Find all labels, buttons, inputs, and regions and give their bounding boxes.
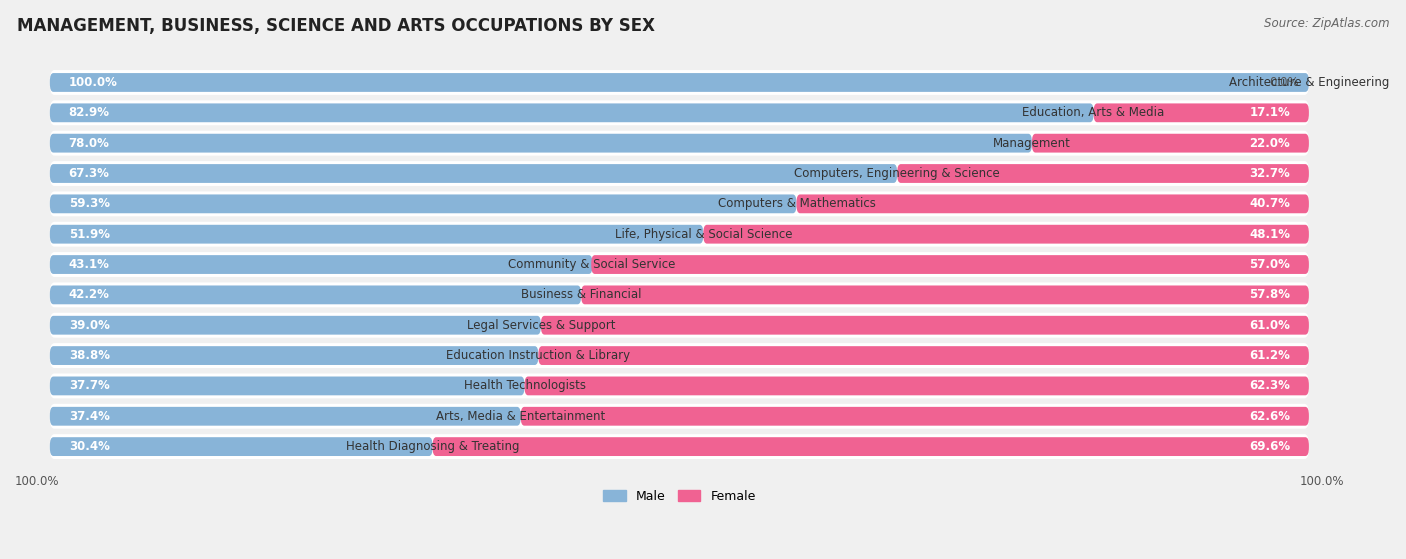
Text: 78.0%: 78.0% xyxy=(69,136,110,150)
FancyBboxPatch shape xyxy=(49,437,433,456)
Text: Computers, Engineering & Science: Computers, Engineering & Science xyxy=(794,167,1000,180)
Text: 67.3%: 67.3% xyxy=(69,167,110,180)
Text: Source: ZipAtlas.com: Source: ZipAtlas.com xyxy=(1264,17,1389,30)
Text: 17.1%: 17.1% xyxy=(1250,106,1291,119)
FancyBboxPatch shape xyxy=(49,404,1309,429)
Text: 40.7%: 40.7% xyxy=(1249,197,1291,210)
FancyBboxPatch shape xyxy=(897,164,1309,183)
Text: Health Technologists: Health Technologists xyxy=(464,380,585,392)
Text: 100.0%: 100.0% xyxy=(69,76,118,89)
FancyBboxPatch shape xyxy=(49,195,796,214)
FancyBboxPatch shape xyxy=(1094,103,1309,122)
Text: Business & Financial: Business & Financial xyxy=(520,288,641,301)
FancyBboxPatch shape xyxy=(49,407,520,425)
FancyBboxPatch shape xyxy=(796,195,1309,214)
Text: 42.2%: 42.2% xyxy=(69,288,110,301)
FancyBboxPatch shape xyxy=(49,377,524,395)
FancyBboxPatch shape xyxy=(49,316,541,335)
Text: 69.6%: 69.6% xyxy=(1249,440,1291,453)
FancyBboxPatch shape xyxy=(49,73,1309,92)
Text: Arts, Media & Entertainment: Arts, Media & Entertainment xyxy=(436,410,606,423)
FancyBboxPatch shape xyxy=(1032,134,1309,153)
Text: Community & Social Service: Community & Social Service xyxy=(508,258,675,271)
Text: MANAGEMENT, BUSINESS, SCIENCE AND ARTS OCCUPATIONS BY SEX: MANAGEMENT, BUSINESS, SCIENCE AND ARTS O… xyxy=(17,17,655,35)
FancyBboxPatch shape xyxy=(433,437,1309,456)
Text: 62.6%: 62.6% xyxy=(1249,410,1291,423)
Text: Computers & Mathematics: Computers & Mathematics xyxy=(717,197,876,210)
FancyBboxPatch shape xyxy=(49,343,1309,368)
FancyBboxPatch shape xyxy=(49,225,703,244)
FancyBboxPatch shape xyxy=(538,346,1309,365)
FancyBboxPatch shape xyxy=(703,225,1309,244)
Text: 61.2%: 61.2% xyxy=(1249,349,1291,362)
Text: Life, Physical & Social Science: Life, Physical & Social Science xyxy=(614,228,792,241)
FancyBboxPatch shape xyxy=(49,164,897,183)
FancyBboxPatch shape xyxy=(49,252,1309,277)
Text: 30.4%: 30.4% xyxy=(69,440,110,453)
Text: 51.9%: 51.9% xyxy=(69,228,110,241)
Text: 37.7%: 37.7% xyxy=(69,380,110,392)
FancyBboxPatch shape xyxy=(592,255,1309,274)
FancyBboxPatch shape xyxy=(49,131,1309,155)
FancyBboxPatch shape xyxy=(49,70,1309,95)
FancyBboxPatch shape xyxy=(49,373,1309,399)
FancyBboxPatch shape xyxy=(49,286,581,304)
FancyBboxPatch shape xyxy=(49,313,1309,338)
Text: 39.0%: 39.0% xyxy=(69,319,110,331)
Text: 61.0%: 61.0% xyxy=(1249,319,1291,331)
FancyBboxPatch shape xyxy=(581,286,1309,304)
Text: 57.0%: 57.0% xyxy=(1249,258,1291,271)
Text: 43.1%: 43.1% xyxy=(69,258,110,271)
Text: 32.7%: 32.7% xyxy=(1250,167,1291,180)
FancyBboxPatch shape xyxy=(49,191,1309,216)
Legend: Male, Female: Male, Female xyxy=(598,485,761,508)
FancyBboxPatch shape xyxy=(49,434,1309,459)
FancyBboxPatch shape xyxy=(49,103,1094,122)
Text: 37.4%: 37.4% xyxy=(69,410,110,423)
Text: Education Instruction & Library: Education Instruction & Library xyxy=(446,349,630,362)
Text: 48.1%: 48.1% xyxy=(1249,228,1291,241)
Text: Health Diagnosing & Treating: Health Diagnosing & Treating xyxy=(346,440,519,453)
Text: 0.0%: 0.0% xyxy=(1270,76,1299,89)
Text: 62.3%: 62.3% xyxy=(1249,380,1291,392)
Text: Education, Arts & Media: Education, Arts & Media xyxy=(1022,106,1164,119)
FancyBboxPatch shape xyxy=(49,255,592,274)
FancyBboxPatch shape xyxy=(524,377,1309,395)
Text: Management: Management xyxy=(993,136,1071,150)
FancyBboxPatch shape xyxy=(520,407,1309,425)
FancyBboxPatch shape xyxy=(49,101,1309,125)
FancyBboxPatch shape xyxy=(541,316,1309,335)
Text: Legal Services & Support: Legal Services & Support xyxy=(467,319,616,331)
Text: 57.8%: 57.8% xyxy=(1249,288,1291,301)
FancyBboxPatch shape xyxy=(49,161,1309,186)
Text: 22.0%: 22.0% xyxy=(1250,136,1291,150)
Text: Architecture & Engineering: Architecture & Engineering xyxy=(1229,76,1389,89)
Text: 82.9%: 82.9% xyxy=(69,106,110,119)
FancyBboxPatch shape xyxy=(49,282,1309,307)
FancyBboxPatch shape xyxy=(49,134,1032,153)
Text: 38.8%: 38.8% xyxy=(69,349,110,362)
Text: 59.3%: 59.3% xyxy=(69,197,110,210)
FancyBboxPatch shape xyxy=(49,222,1309,247)
FancyBboxPatch shape xyxy=(49,346,538,365)
